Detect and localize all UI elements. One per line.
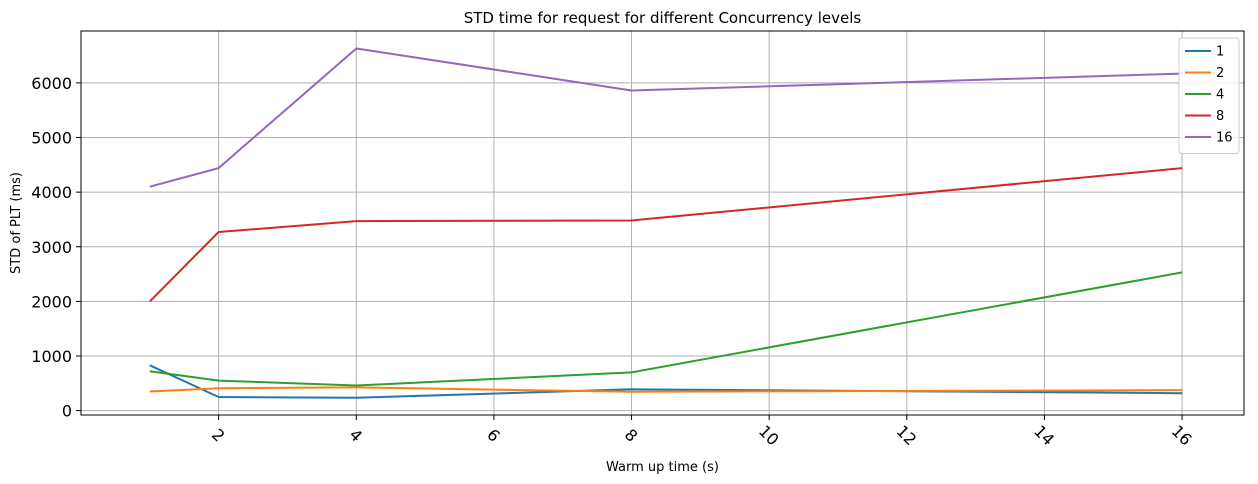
- y-tick-label: 1000: [31, 347, 72, 366]
- y-tick-label: 3000: [31, 238, 72, 257]
- legend-label-16: 16: [1216, 131, 1233, 146]
- legend-label-2: 2: [1216, 66, 1224, 81]
- y-axis: 0 1000 2000 3000 4000 5000 6000: [31, 74, 81, 421]
- x-tick-label: 16: [1168, 421, 1196, 449]
- y-tick-label: 6000: [31, 74, 72, 93]
- x-axis-label: Warm up time (s): [606, 460, 719, 475]
- x-tick-label: 10: [755, 421, 783, 449]
- y-axis-label: STD of PLT (ms): [9, 172, 24, 274]
- legend-label-8: 8: [1216, 109, 1224, 124]
- legend-label-4: 4: [1216, 88, 1224, 103]
- legend-box: [1178, 37, 1240, 154]
- plot-frame: [80, 30, 1245, 416]
- series-line-1: [149, 364, 1183, 399]
- y-tick-label: 4000: [31, 183, 72, 202]
- x-axis: 2 4 6 8 10 12 14 16: [208, 415, 1196, 449]
- series-line-8: [149, 167, 1183, 303]
- y-tick-label: 0: [62, 402, 72, 421]
- legend-label-1: 1: [1216, 45, 1224, 60]
- x-tick-label: 4: [346, 425, 367, 446]
- series-layer: [149, 47, 1183, 399]
- x-tick-label: 6: [483, 425, 504, 446]
- series-line-16: [149, 47, 1183, 188]
- series-line-2: [149, 386, 1183, 393]
- grid: [81, 31, 1244, 415]
- chart-title: STD time for request for different Concu…: [464, 9, 862, 27]
- x-tick-label: 2: [208, 425, 229, 446]
- x-tick-label: 12: [893, 421, 921, 449]
- legend: 1 2 4 8 16: [1178, 37, 1240, 154]
- x-tick-label: 14: [1030, 421, 1058, 449]
- y-tick-label: 5000: [31, 129, 72, 148]
- series-line-4: [149, 271, 1183, 387]
- x-tick-label: 8: [621, 425, 642, 446]
- y-tick-label: 2000: [31, 292, 72, 311]
